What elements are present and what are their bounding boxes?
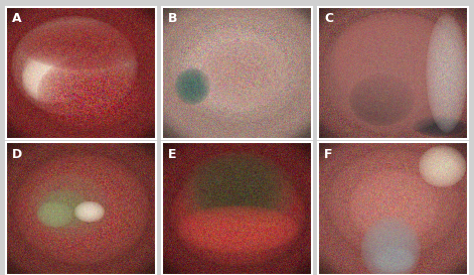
Text: F: F (324, 148, 332, 161)
Text: B: B (168, 12, 177, 25)
Text: A: A (12, 12, 21, 25)
Text: E: E (168, 148, 176, 161)
Text: C: C (324, 12, 333, 25)
Text: D: D (12, 148, 22, 161)
